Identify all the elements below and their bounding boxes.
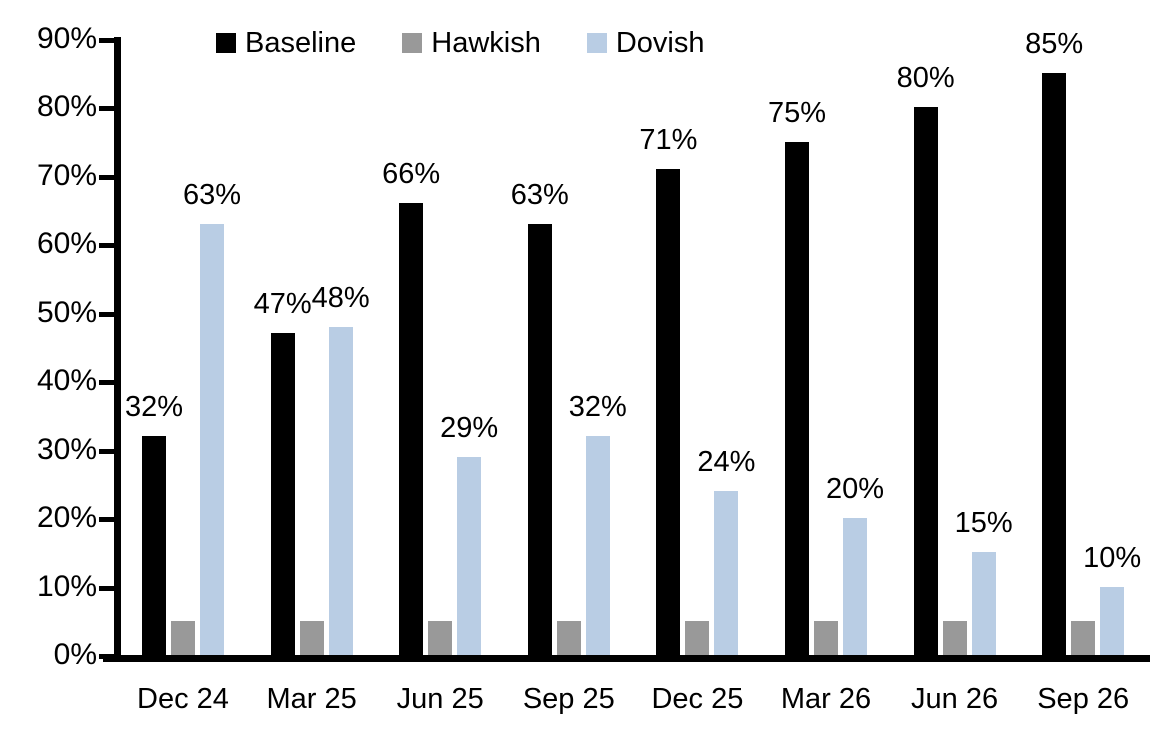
bar-baseline-jun-26 xyxy=(913,107,938,655)
y-axis-tick-label: 60% xyxy=(36,227,97,261)
x-axis-label-sep-26: Sep 26 xyxy=(1037,683,1130,715)
y-axis-tick-label: 50% xyxy=(36,295,97,329)
bar-dovish-dec-25 xyxy=(714,490,739,655)
bar-dovish-mar-26 xyxy=(843,518,867,655)
bar-hawkish-sep-26 xyxy=(1071,620,1096,655)
y-axis-tick-label: 80% xyxy=(36,90,97,124)
legend-swatch-hawkish-icon xyxy=(402,33,423,53)
x-axis-label-sep-25: Sep 25 xyxy=(522,683,615,715)
x-axis-label-dec-25: Dec 25 xyxy=(651,683,744,715)
value-label-baseline-mar-26: 75% xyxy=(767,96,827,129)
bar-hawkish-jun-25 xyxy=(428,620,453,655)
value-label-dovish-sep-25: 32% xyxy=(568,391,627,423)
value-label-baseline-jun-25: 66% xyxy=(382,158,441,191)
y-axis-tick xyxy=(99,243,115,249)
value-label-dovish-dec-25: 24% xyxy=(697,445,756,478)
bar-dovish-dec-24 xyxy=(200,223,224,655)
y-axis-tick xyxy=(99,311,115,317)
x-axis-label-jun-25: Jun 25 xyxy=(396,683,484,715)
y-axis-tick xyxy=(99,174,115,180)
value-label-baseline-jun-26: 80% xyxy=(896,62,955,95)
bar-dovish-sep-26 xyxy=(1100,586,1125,655)
bar-hawkish-dec-24 xyxy=(171,620,195,655)
y-axis-tick-label: 40% xyxy=(36,364,97,398)
y-axis-tick xyxy=(99,380,115,386)
y-axis-tick-label: 10% xyxy=(36,569,97,603)
legend-item-hawkish: Hawkish xyxy=(402,26,541,60)
value-label-baseline-dec-25: 71% xyxy=(639,124,698,157)
bar-baseline-sep-26 xyxy=(1042,73,1067,655)
x-axis-label-jun-26: Jun 26 xyxy=(911,683,999,715)
chart-legend: Baseline Hawkish Dovish xyxy=(216,26,705,60)
value-label-dovish-jun-25: 29% xyxy=(440,411,499,444)
bar-hawkish-mar-25 xyxy=(299,620,324,655)
y-axis-tick-label: 30% xyxy=(36,432,97,466)
bar-baseline-mar-25 xyxy=(270,333,295,655)
value-label-baseline-dec-24: 32% xyxy=(124,391,184,423)
legend-label-hawkish: Hawkish xyxy=(431,27,541,59)
x-axis-label-dec-24: Dec 24 xyxy=(137,683,229,715)
bar-dovish-jun-25 xyxy=(457,456,482,655)
legend-item-dovish: Dovish xyxy=(586,26,705,60)
bar-dovish-jun-26 xyxy=(971,552,996,655)
y-axis-tick xyxy=(99,448,115,454)
y-axis-tick xyxy=(99,106,115,112)
value-label-baseline-mar-25: 47% xyxy=(253,288,312,321)
y-axis-tick xyxy=(99,654,115,659)
value-label-dovish-mar-26: 20% xyxy=(825,473,885,506)
x-axis-line xyxy=(103,655,1150,662)
value-label-dovish-jun-26: 15% xyxy=(954,507,1013,540)
bar-baseline-dec-25 xyxy=(656,169,681,655)
bar-hawkish-jun-26 xyxy=(942,620,967,655)
legend-label-baseline: Baseline xyxy=(245,27,357,59)
bar-dovish-sep-25 xyxy=(585,436,610,655)
value-label-baseline-sep-26: 85% xyxy=(1025,28,1084,61)
bar-baseline-sep-25 xyxy=(527,223,552,655)
value-label-dovish-mar-25: 48% xyxy=(311,281,370,314)
bar-hawkish-mar-26 xyxy=(814,620,838,655)
bar-baseline-dec-24 xyxy=(142,436,166,655)
value-label-dovish-sep-26: 10% xyxy=(1083,541,1142,574)
legend-swatch-dovish-icon xyxy=(586,33,607,53)
legend-item-baseline: Baseline xyxy=(216,26,356,60)
y-axis-tick-label: 20% xyxy=(36,501,97,535)
y-axis-tick xyxy=(99,38,115,44)
value-label-baseline-sep-25: 63% xyxy=(510,178,569,211)
x-axis-label-mar-25: Mar 25 xyxy=(266,683,357,715)
legend-label-dovish: Dovish xyxy=(615,27,705,59)
bar-hawkish-sep-25 xyxy=(556,620,581,655)
value-label-dovish-dec-24: 63% xyxy=(182,178,242,211)
y-axis-tick xyxy=(99,517,115,523)
bar-hawkish-dec-25 xyxy=(685,620,710,655)
y-axis-line xyxy=(114,37,121,662)
y-axis-tick-label: 70% xyxy=(36,158,97,192)
y-axis-tick-label: 0% xyxy=(53,638,97,671)
y-axis-tick xyxy=(99,585,115,591)
bar-baseline-jun-25 xyxy=(399,203,424,655)
y-axis-tick-label: 90% xyxy=(36,22,97,56)
bar-baseline-mar-26 xyxy=(785,141,809,655)
bar-dovish-mar-25 xyxy=(328,326,353,655)
x-axis-label-mar-26: Mar 26 xyxy=(780,683,872,715)
legend-swatch-baseline-icon xyxy=(216,33,236,53)
